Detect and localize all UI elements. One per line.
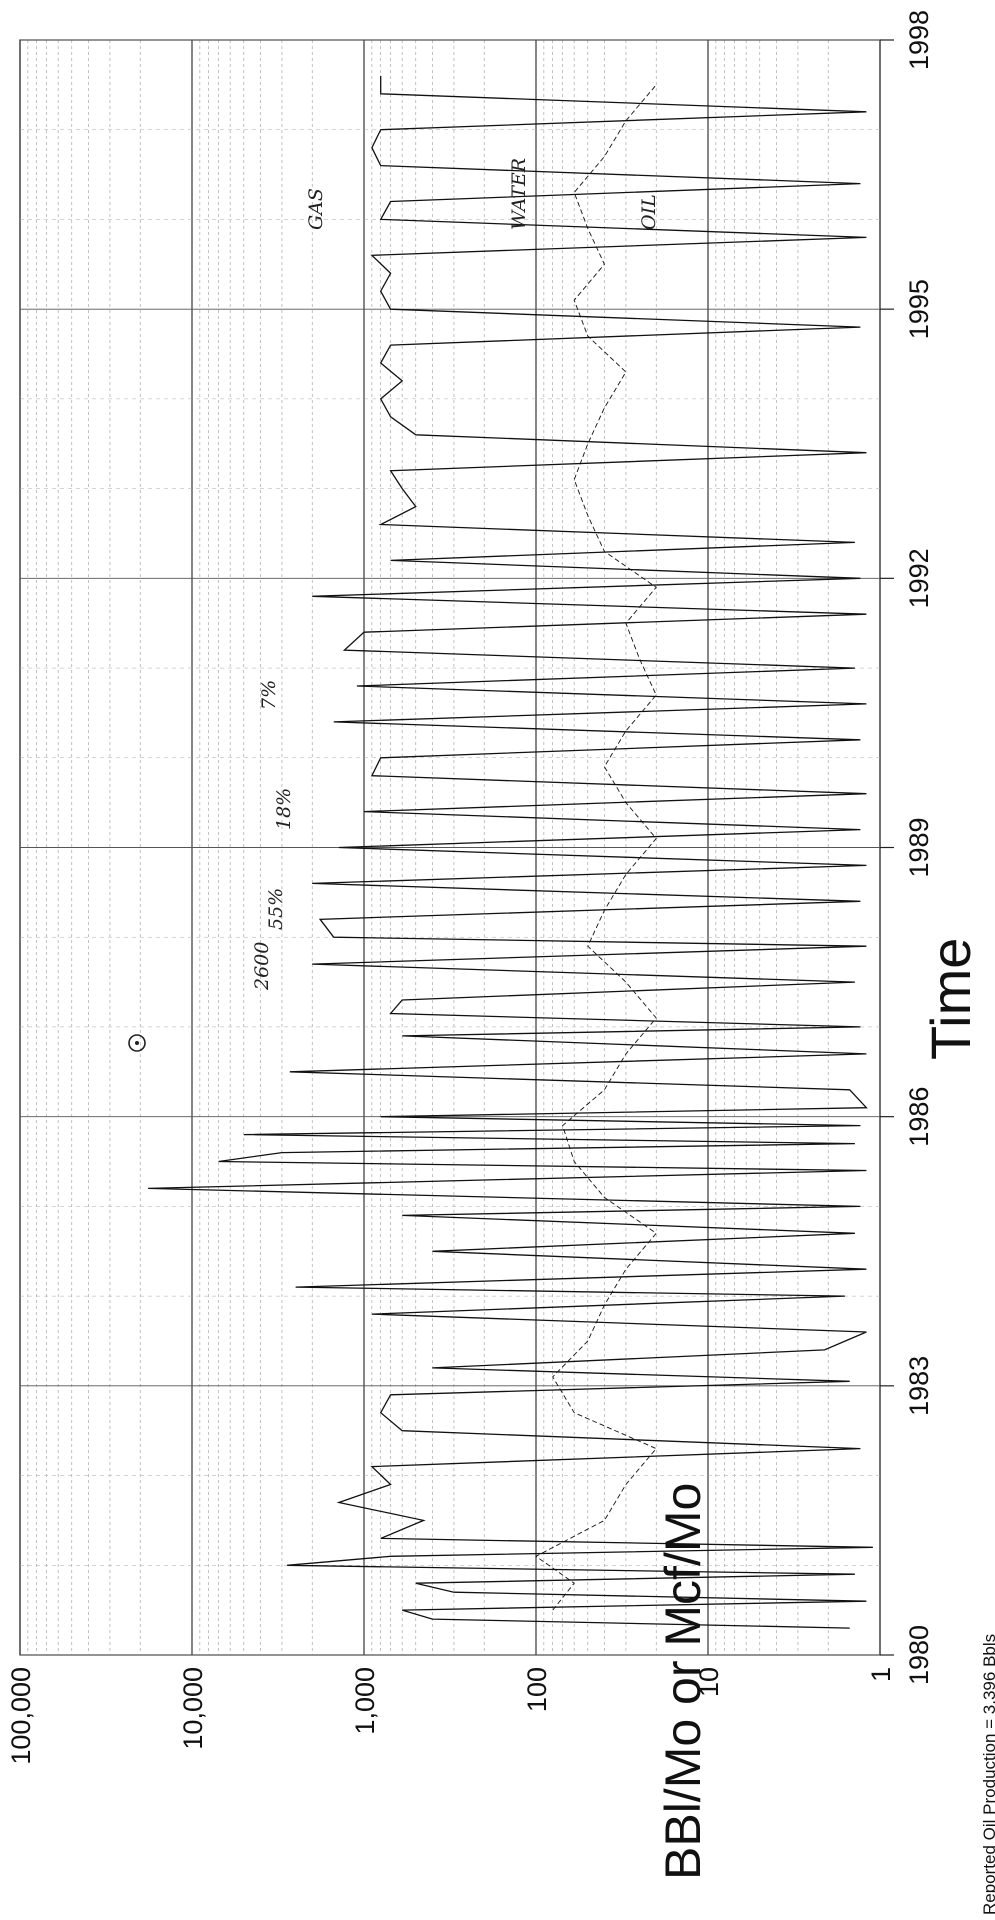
circled-marker-dot — [135, 1041, 139, 1045]
series-line-solid — [148, 75, 873, 1629]
y-tick-label: 100,000 — [6, 1667, 36, 1765]
y-tick-label: 10,000 — [178, 1667, 208, 1750]
x-tick-label: 1998 — [904, 10, 934, 70]
x-tick-label: 1980 — [904, 1625, 934, 1685]
annotation-2600: 2600 — [251, 942, 273, 991]
y-tick-label: 100 — [522, 1667, 552, 1712]
annotation-water: WATER — [508, 158, 530, 230]
x-tick-label: 1995 — [904, 279, 934, 339]
grid — [19, 39, 881, 1656]
annotation-oil: OIL — [638, 194, 660, 230]
x-tick-label: 1989 — [904, 817, 934, 877]
x-tick-label: 1983 — [904, 1356, 934, 1416]
x-tick-label: 1992 — [904, 548, 934, 608]
tick-layer: 1 10 100 1,000 10,000 100,000 1980 1983 1986 1989… — [6, 10, 934, 1765]
y-tick-label: 1 — [866, 1667, 896, 1682]
y-tick-label: 1,000 — [350, 1667, 380, 1735]
x-axis-title: Time — [919, 938, 982, 1060]
annotation-gas: GAS — [305, 188, 327, 230]
series-layer — [148, 75, 873, 1629]
circled-marker — [128, 1034, 146, 1052]
x-tick-label: 1986 — [904, 1087, 934, 1147]
y-tick-label: 10 — [694, 1667, 724, 1697]
annotation-55pct: 55% — [265, 888, 287, 930]
annotations: 2600 55% 18% 7% GAS WATER OIL — [251, 158, 660, 991]
annotation-7pct: 7% — [258, 680, 280, 710]
y-axis-title: BBl/Mo or Mcf/Mo — [655, 1483, 711, 1880]
annotation-18pct: 18% — [273, 788, 295, 830]
footer-note: Reported Oil Production = 3,396 Bbls — [980, 1634, 995, 1915]
series-line-dashed — [535, 84, 657, 1611]
